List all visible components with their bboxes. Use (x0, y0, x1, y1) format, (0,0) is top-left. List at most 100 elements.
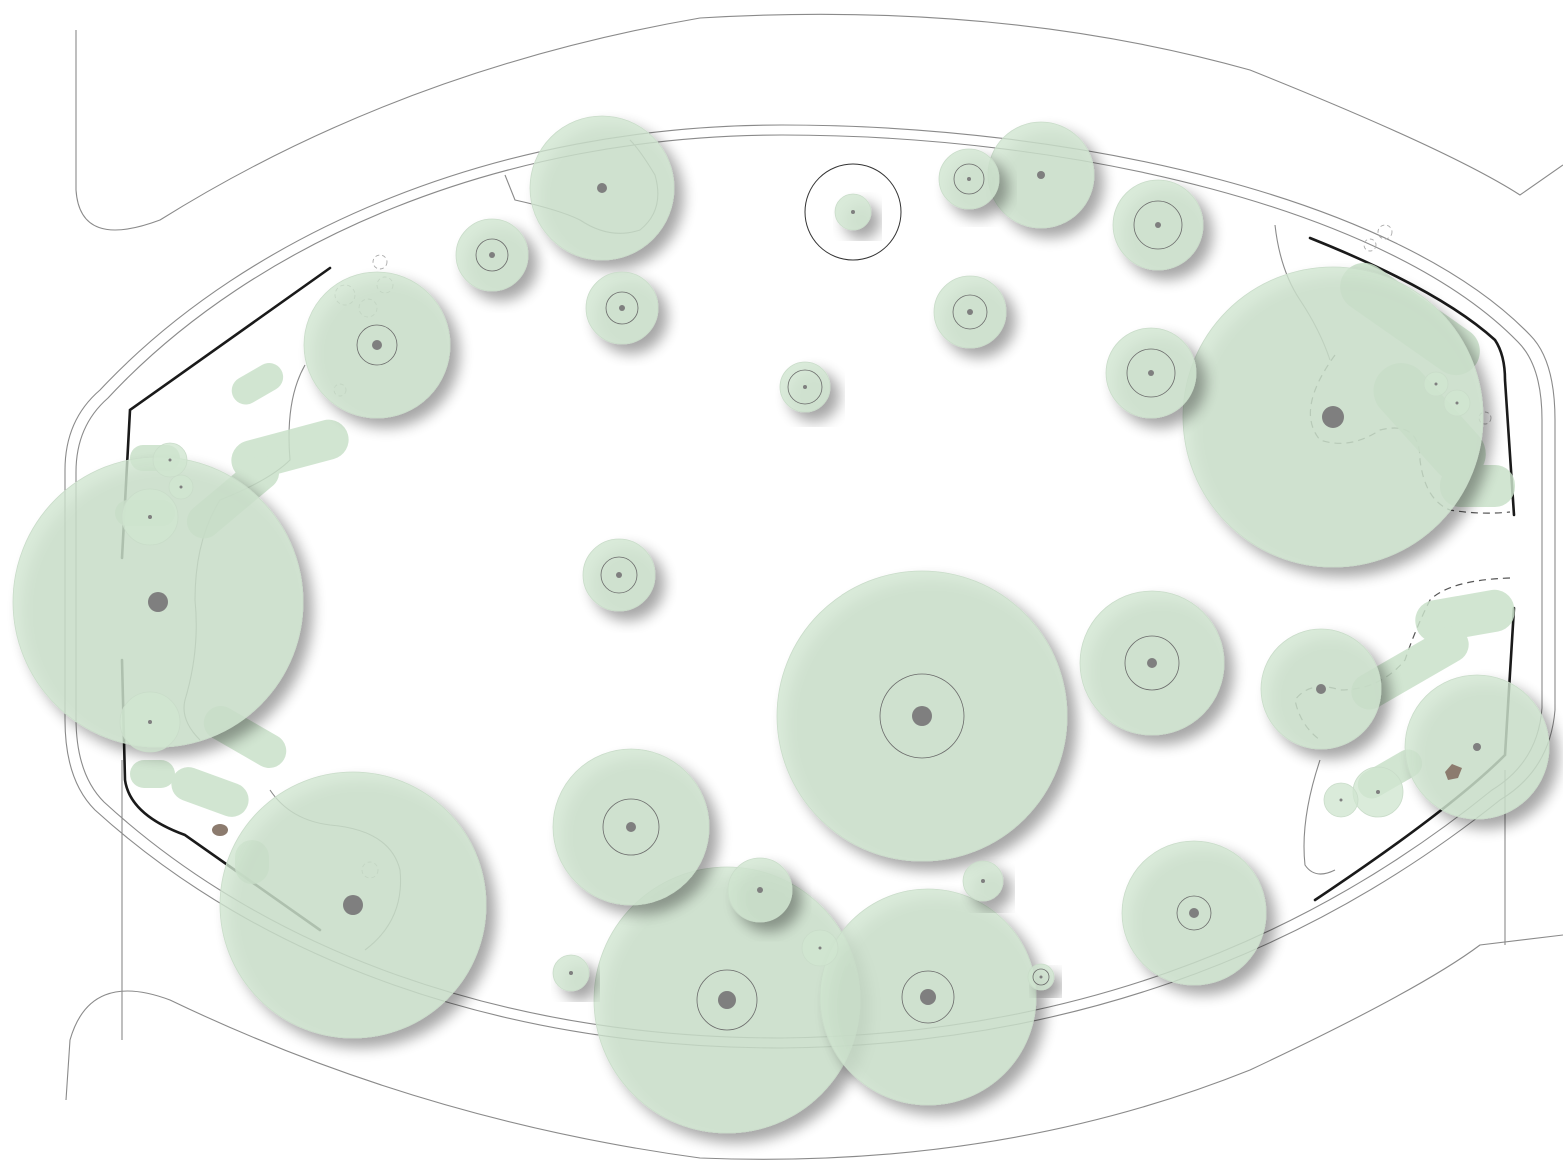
tree-drip-ring (605, 291, 639, 325)
tree-drip-ring (1126, 348, 1176, 398)
tree-trunk (1339, 798, 1343, 802)
small-tree (119, 691, 181, 753)
tree-trunk (179, 485, 183, 489)
proposed-tree-outline (1478, 411, 1492, 425)
tree-drip-ring (952, 294, 988, 330)
small-tree (801, 929, 839, 967)
tree-trunk (619, 305, 625, 311)
small-tree (962, 860, 1004, 902)
large-tree (12, 456, 304, 748)
shrub-bed (1415, 589, 1515, 643)
tree-trunk (1455, 401, 1459, 405)
medium-tree (529, 115, 675, 261)
tree-trunk (148, 515, 152, 519)
tree-trunk (967, 177, 971, 181)
small-tree (1443, 389, 1471, 417)
tree-trunk (1148, 370, 1154, 376)
large-tree (1182, 266, 1484, 568)
tree-trunk (569, 971, 573, 975)
small-tree (1352, 766, 1404, 818)
small-tree (168, 474, 194, 500)
tree-trunk (148, 720, 152, 724)
tree-trunk (1147, 658, 1157, 668)
tree-trunk (1189, 908, 1199, 918)
shrub-bed (171, 767, 249, 817)
shrub-bed (231, 363, 284, 405)
medium-tree (303, 271, 451, 419)
small-tree (938, 148, 1000, 210)
tree-trunk (718, 991, 736, 1009)
proposed-tree-outline (1363, 238, 1377, 252)
medium-tree (1079, 590, 1225, 736)
tree-trunk (372, 340, 382, 350)
tree-trunk (920, 989, 936, 1005)
tree-trunk (1037, 171, 1045, 179)
tree-drip-ring (602, 798, 660, 856)
small-tree (582, 538, 656, 612)
tree-drip-ring (901, 970, 955, 1024)
medium-tree (987, 121, 1095, 229)
tree-canopies (12, 115, 1550, 1134)
tree-trunk (1322, 406, 1344, 428)
small-tree (552, 954, 590, 992)
tree-trunk (168, 458, 172, 462)
tree-trunk (757, 887, 763, 893)
tree-trunk (1473, 743, 1481, 751)
wall-left-lower (120, 658, 322, 932)
tree-trunk (1376, 790, 1380, 794)
tree-trunk (343, 895, 363, 915)
small-tree (779, 361, 831, 413)
tree-trunk (597, 183, 607, 193)
small-tree (455, 218, 529, 292)
medium-tree (1112, 179, 1204, 271)
small-tree (933, 275, 1007, 349)
tree-trunk (626, 822, 636, 832)
tree-drip-ring (1176, 895, 1212, 931)
shrub-bed (130, 760, 175, 788)
proposed-tree-outline (372, 254, 388, 270)
medium-tree (552, 748, 710, 906)
small-tree (1323, 782, 1359, 818)
tree-trunk (489, 252, 495, 258)
tree-drip-ring (475, 238, 509, 272)
small-tree (585, 271, 659, 345)
tree-drip-ring (1032, 968, 1050, 986)
tree-trunk (1039, 975, 1043, 979)
large-tree (593, 866, 861, 1134)
tree-trunk (851, 210, 855, 214)
small-tree (1027, 963, 1055, 991)
medium-tree (1260, 628, 1382, 750)
proposed-tree-outline (1377, 224, 1393, 240)
tree-drip-ring (1133, 200, 1183, 250)
lower-road-edge (65, 934, 1563, 1160)
tree-drip-ring (1124, 635, 1180, 691)
tree-trunk (967, 309, 973, 315)
small-tree (834, 193, 872, 231)
tree-trunk (1155, 222, 1161, 228)
tree-drip-ring (953, 163, 985, 195)
small-tree (1105, 327, 1197, 419)
tree-trunk (818, 946, 822, 950)
wall-right-upper (1308, 236, 1516, 517)
small-tree (1423, 371, 1449, 397)
right-path-lower (1303, 759, 1336, 875)
rocks (212, 764, 1462, 836)
tree-drip-ring (696, 969, 758, 1031)
tree-outline-ring (804, 163, 902, 261)
large-tree (776, 570, 1068, 862)
tree-trunk (1316, 684, 1326, 694)
small-tree (727, 857, 793, 923)
tree-trunk (912, 706, 932, 726)
tree-trunk (1434, 382, 1438, 386)
rock (212, 824, 228, 836)
tree-drip-ring (879, 673, 965, 759)
large-tree (219, 771, 487, 1039)
tree-trunk (616, 572, 622, 578)
tree-drip-ring (787, 369, 823, 405)
small-tree (152, 442, 188, 478)
large-tree (819, 888, 1037, 1106)
tree-drip-ring (600, 556, 638, 594)
small-tree (121, 488, 179, 546)
outline-only-tree (804, 163, 902, 261)
